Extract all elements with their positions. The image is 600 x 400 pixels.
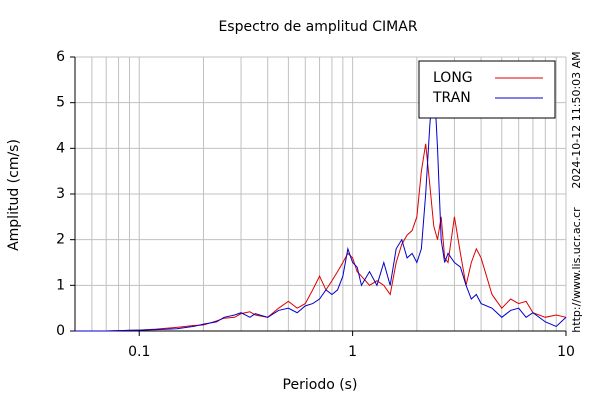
x-tick-label: 10 (557, 344, 575, 360)
source-url: http://www.lis.ucr.ac.cr (570, 207, 583, 333)
y-tick-label: 6 (56, 49, 65, 65)
legend-label: LONG (433, 70, 473, 86)
y-tick-label: 5 (56, 95, 65, 111)
y-tick-label: 3 (56, 186, 65, 202)
x-axis-label: Periodo (s) (283, 377, 358, 393)
x-tick-label: 0.1 (128, 344, 150, 360)
timestamp: 2024-10-12 11:50:03 AM (570, 51, 583, 188)
series-line (75, 143, 567, 332)
y-tick-label: 4 (56, 140, 65, 156)
y-tick-label: 0 (56, 323, 65, 339)
chart-title: Espectro de amplitud CIMAR (218, 19, 417, 35)
legend-label: TRAN (432, 90, 471, 106)
y-tick-label: 2 (56, 232, 65, 248)
x-tick-label: 1 (348, 344, 357, 360)
y-axis-label: Amplitud (cm/s) (6, 139, 22, 251)
legend-box (418, 60, 556, 119)
series-line (75, 75, 567, 332)
y-tick-label: 1 (56, 277, 65, 293)
